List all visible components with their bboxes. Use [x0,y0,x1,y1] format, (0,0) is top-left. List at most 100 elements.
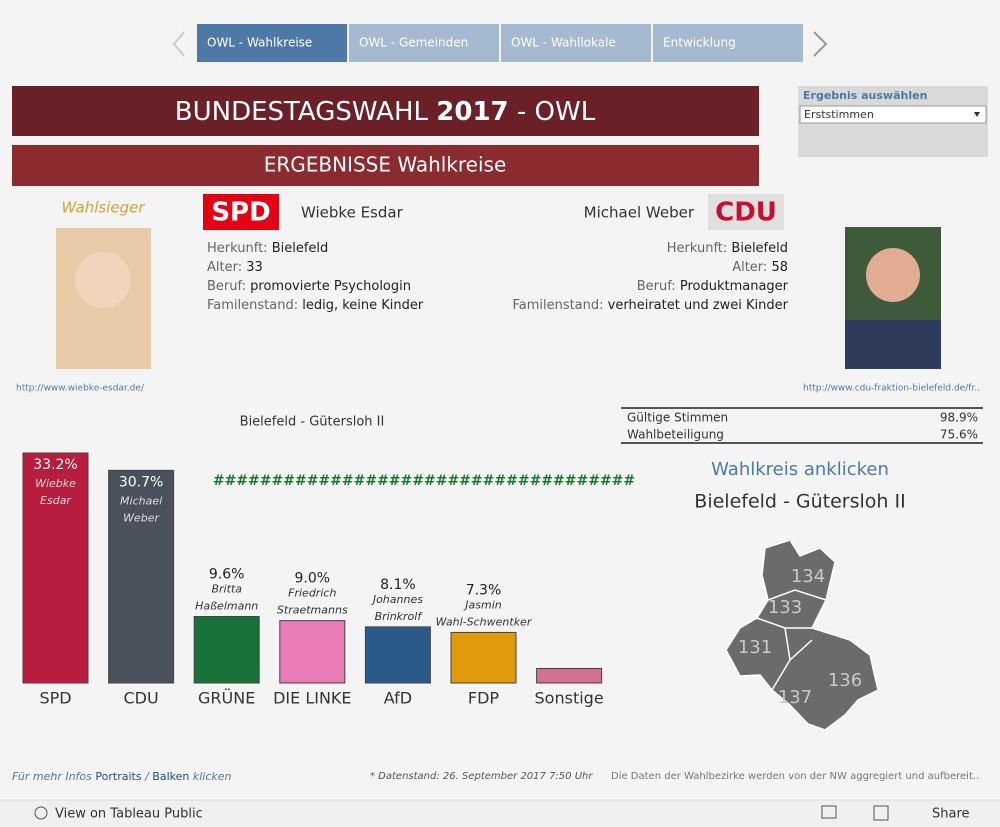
photo-suit [845,320,941,369]
footer-date: * Datenstand: 26. September 2017 7:50 Uh… [370,771,593,782]
candidate-field: Beruf: Produktmanager [637,279,789,294]
share-button[interactable]: Share [932,807,970,822]
footer-note: Die Daten der Wahlbezirke werden von der… [611,771,979,782]
data-label: 7.3% [466,582,502,598]
data-label: 9.6% [209,566,245,582]
dropdown-arrow [974,112,980,117]
map-label: 131 [738,637,772,658]
toolbar [0,800,1000,827]
filter-label: Ergebnis auswählen [803,89,927,102]
view-link[interactable]: View on Tableau Public [55,807,203,822]
bar [108,469,175,684]
field-label: Beruf: [637,279,676,294]
field-value: 33 [246,260,263,275]
field-label: Alter: [207,260,242,275]
field-value: Bielefeld [731,241,788,256]
map-subtitle: Bielefeld - Gütersloh II [694,491,905,513]
x-tick-label: GRÜNE [198,689,255,708]
tab-label: OWL - Wahlkreise [207,36,312,50]
bar [193,615,260,684]
tab-label: Entwicklung [663,36,736,50]
field-label: Herkunft: [667,241,728,256]
stat-label: Wahlbeteiligung [627,428,724,442]
tab[interactable] [653,24,803,62]
subtitle-banner [12,145,759,186]
title-part: - OWL [517,97,596,127]
map[interactable] [725,539,879,731]
bar [536,667,603,684]
stat-label: Gültige Stimmen [627,411,728,425]
bar [279,620,346,684]
field-label: Herkunft: [207,241,268,256]
candidate-field: Familenstand: verheiratet und zwei Kinde… [512,298,788,313]
link[interactable]: http://www.wiebke-esdar.de/ [16,384,145,394]
map-label: 136 [828,670,862,691]
bar [22,452,89,684]
fullscreen-icon[interactable] [873,805,889,821]
tab[interactable] [501,24,651,62]
stat-value: 98.9% [940,411,978,425]
annotation: #################################### [213,473,635,489]
tab[interactable] [349,24,499,62]
footer-text: Für mehr Infos [12,770,92,783]
link[interactable]: http://www.cdu-fraktion-bielefeld.de/fr.… [803,384,980,394]
dropdown[interactable] [799,105,987,124]
tab-label: OWL - Gemeinden [359,36,468,50]
field-value: promovierte Psychologin [250,279,411,294]
main-title: BUNDESTAGSWAHL 2017 - OWL [175,97,596,127]
title-banner [12,86,759,136]
data-label: 30.7% [119,474,163,490]
field-value: verheiratet und zwei Kinder [608,298,789,313]
candidate-field: Herkunft: Bielefeld [667,241,788,256]
spd-logo [203,194,279,230]
tableau-icon [34,806,48,820]
field-label: Familenstand: [512,298,603,313]
candidate-field: Alter: 33 [207,260,263,275]
field-value: Produktmanager [680,279,789,294]
photo-face [75,252,131,308]
x-tick-label: SPD [39,689,71,708]
download-icon[interactable] [821,805,837,819]
candidate-field: Familenstand: ledig, keine Kinder [207,298,424,313]
x-tick-label: CDU [123,689,158,708]
data-label: 33.2% [33,457,77,473]
field-value: ledig, keine Kinder [302,298,424,313]
candidate-label: Wiebke Esdar [35,477,76,507]
field-label: Beruf: [207,279,246,294]
bar [450,631,517,684]
footer-info: Für mehr Infos Portraits / Balken klicke… [12,770,232,783]
party-logo-text: CDU [715,198,777,228]
candidate-label: Johannes Brinkrolf [371,593,424,623]
map-region[interactable] [725,539,879,731]
bar [364,626,431,684]
prev-arrow[interactable] [172,31,185,57]
footer-link[interactable]: Balken [152,770,189,783]
candidate-label: Britta Haßelmann [195,582,258,612]
title-year: 2017 [436,97,508,127]
chart-title: Bielefeld - Gütersloh II [240,415,385,430]
candidate-field: Beruf: promovierte Psychologin [207,279,411,294]
candidate-name: Michael Weber [584,204,695,222]
map-label: 134 [791,566,825,587]
x-tick-label: Sonstige [535,689,604,708]
field-value: 58 [771,260,788,275]
cdu-logo [708,194,784,230]
field-value: Bielefeld [272,241,329,256]
footer-link[interactable]: Portraits [95,770,141,783]
tab[interactable] [197,24,347,62]
next-arrow[interactable] [813,31,828,57]
subtitle: ERGEBNISSE Wahlkreise [264,153,507,177]
candidate-name: Wiebke Esdar [301,204,404,222]
map-label: 137 [778,687,812,708]
data-label: 9.0% [295,571,331,587]
footer-text: / [144,770,150,783]
map-border [756,589,827,691]
candidate-field: Alter: 58 [732,260,788,275]
footer-text: klicken [193,770,232,783]
map-title: Wahlkreis anklicken [711,459,889,480]
x-tick-label: FDP [468,689,500,708]
stat-value: 75.6% [940,428,978,442]
tab-label: OWL - Wahllokale [511,36,616,50]
data-label: 8.1% [380,577,416,593]
